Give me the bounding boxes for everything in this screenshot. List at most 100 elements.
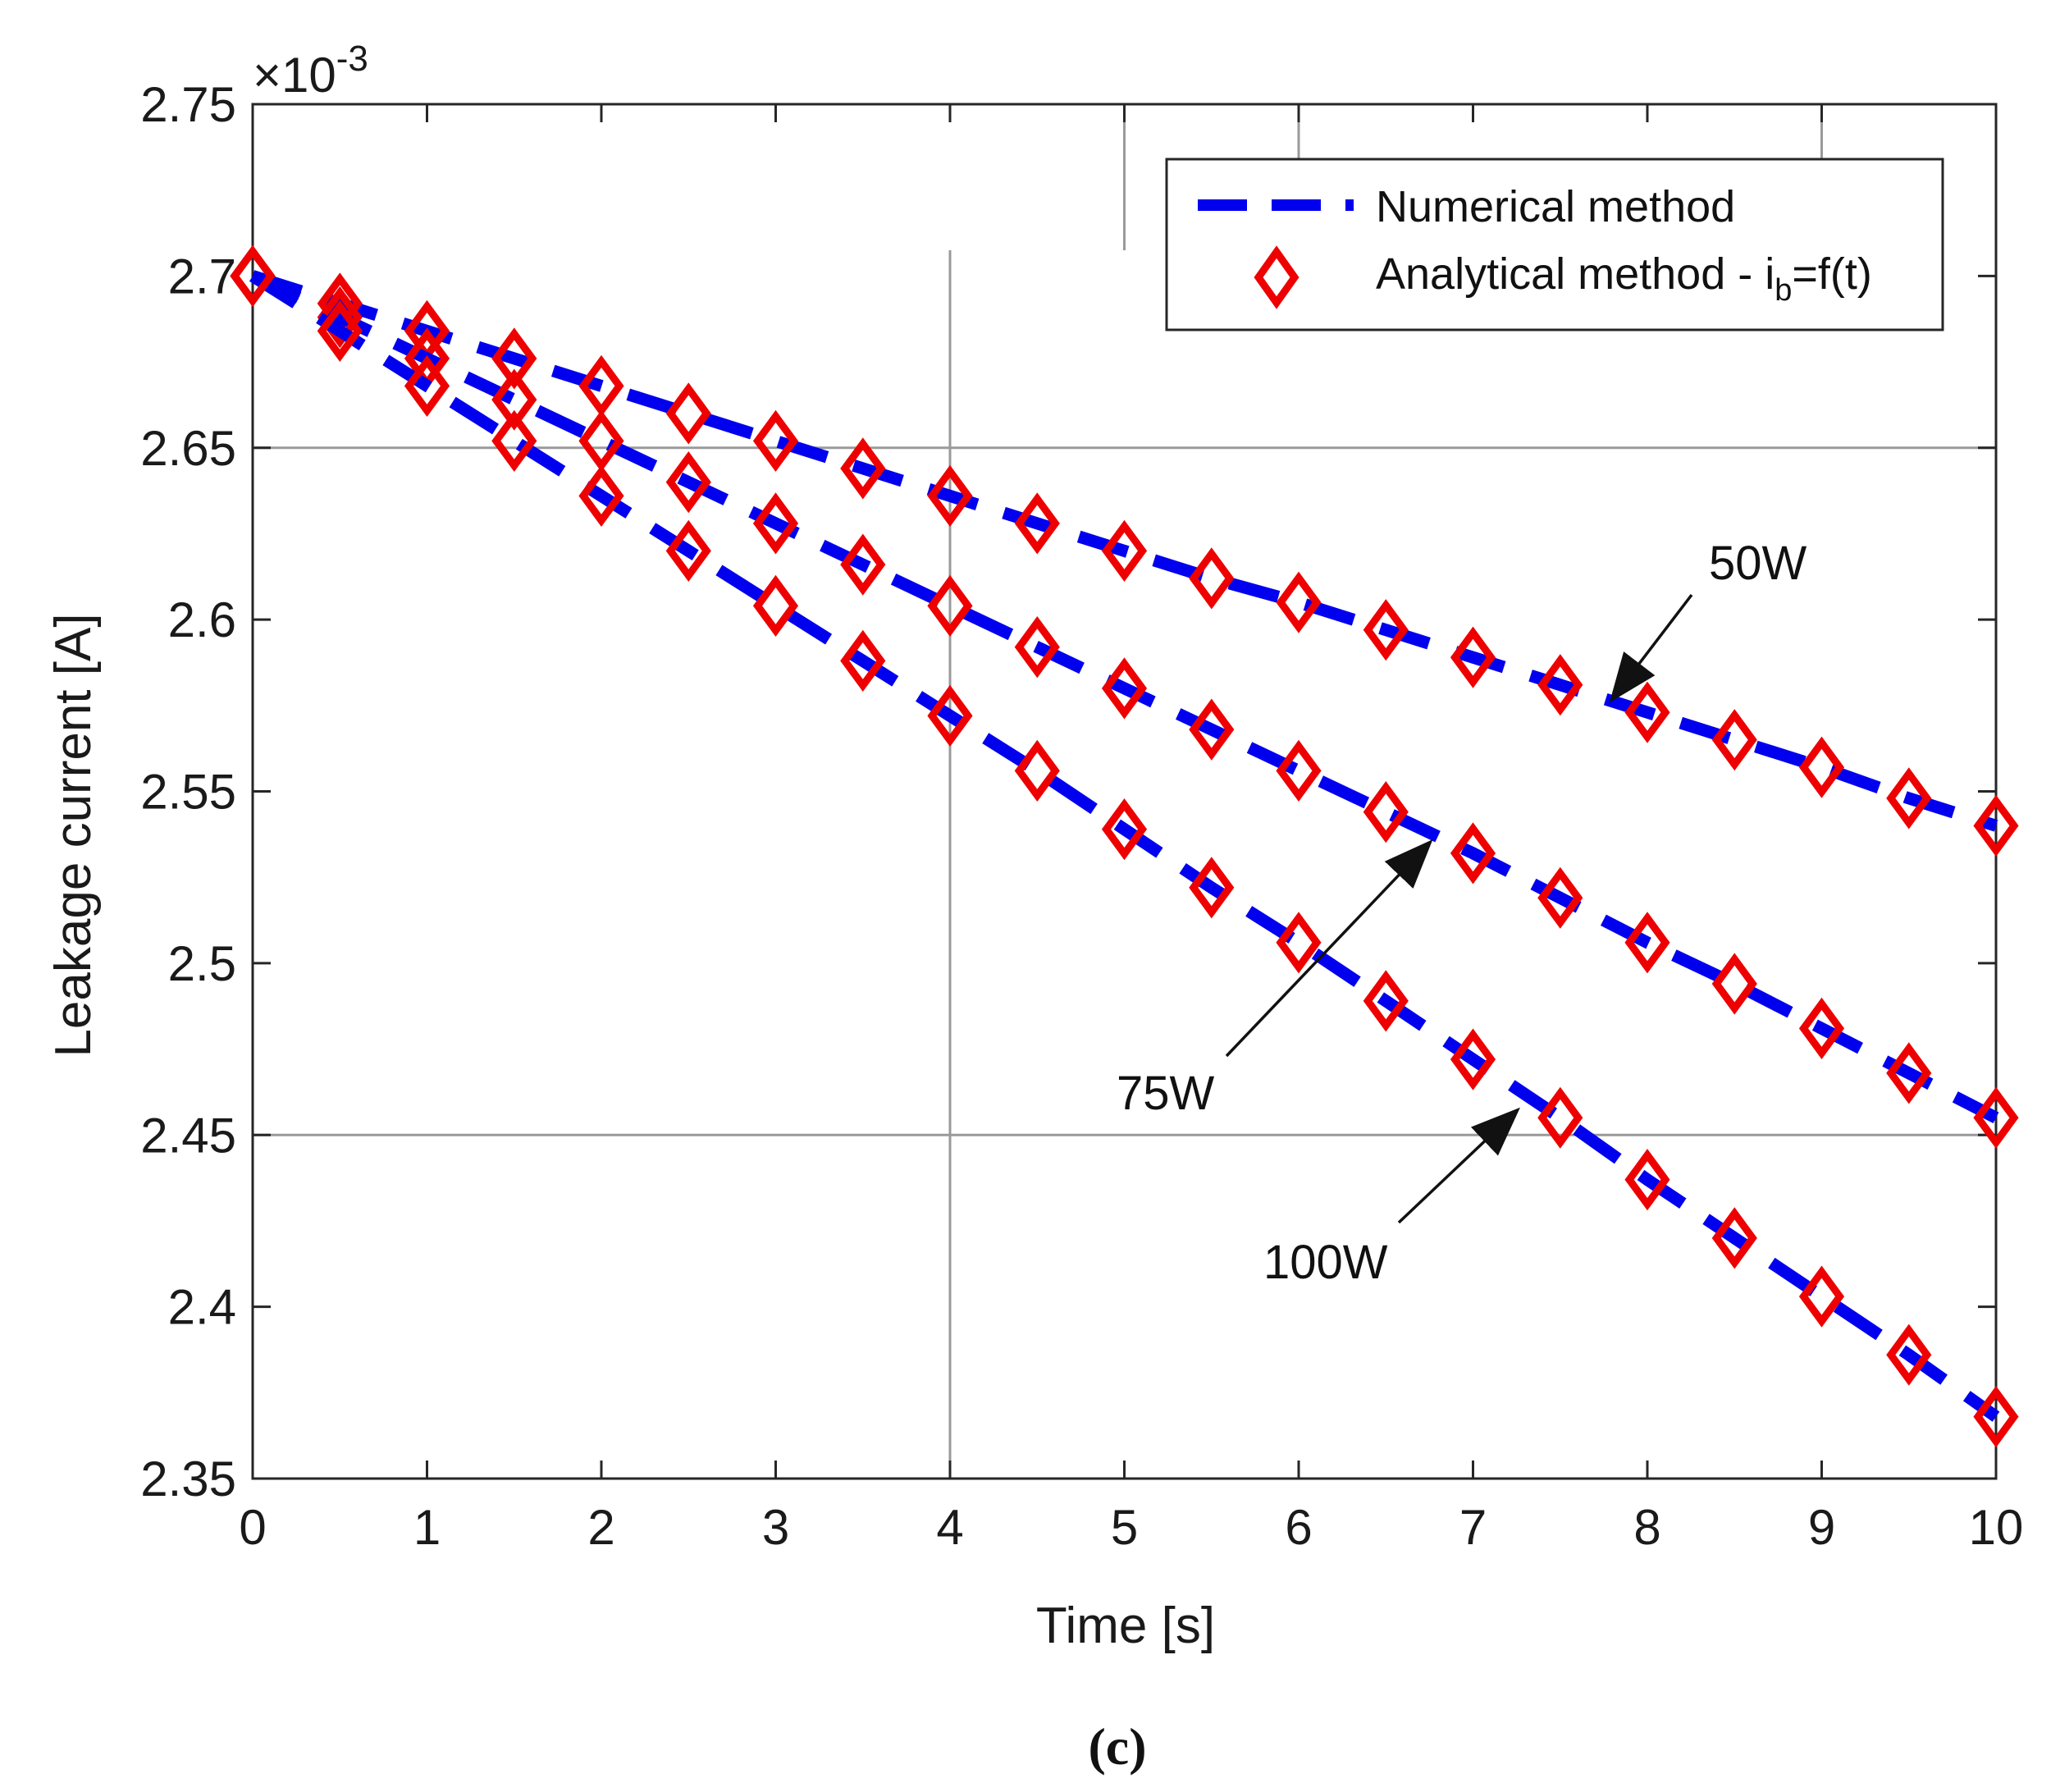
- y-tick-label: 2.7: [168, 249, 236, 304]
- analytical-marker-50W: [491, 327, 537, 390]
- analytical-marker-100W: [665, 519, 711, 583]
- legend-analytical-swatch: [1254, 245, 1299, 309]
- analytical-marker-50W: [665, 382, 711, 445]
- analytical-marker-50W: [1798, 736, 1845, 798]
- x-tick-label: 10: [1969, 1500, 2024, 1555]
- analytical-marker-75W: [927, 574, 973, 638]
- series-layer: [230, 245, 2019, 1448]
- analytical-marker-75W: [1973, 1086, 2019, 1149]
- analytical-marker-50W: [1973, 794, 2019, 857]
- series-50W: [230, 245, 2019, 857]
- analytical-marker-50W: [1450, 626, 1496, 688]
- annotation-label-100W: 100W: [1263, 1236, 1388, 1289]
- analytical-marker-75W: [1363, 780, 1409, 843]
- analytical-marker-75W: [1189, 698, 1235, 761]
- analytical-marker-100W: [927, 684, 973, 747]
- x-tick-label: 2: [587, 1500, 614, 1555]
- y-tick-label: 2.6: [168, 592, 236, 647]
- analytical-marker-100W: [1973, 1385, 2019, 1448]
- figure-caption: (c): [1088, 1717, 1146, 1776]
- x-tick-label: 0: [239, 1500, 266, 1555]
- legend: Numerical method Analytical method - ib=…: [1165, 158, 1944, 331]
- analytical-marker-50W: [1101, 519, 1148, 583]
- analytical-marker-100W: [1711, 1207, 1757, 1269]
- numerical-line-75W: [249, 270, 1999, 1123]
- analytical-marker-75W: [1276, 739, 1322, 802]
- analytical-marker-75W: [752, 492, 799, 555]
- analytical-marker-100W: [317, 299, 363, 363]
- x-tick-label: 5: [1111, 1500, 1138, 1555]
- analytical-marker-75W: [665, 450, 711, 514]
- analytical-marker-100W: [840, 629, 886, 693]
- analytical-marker-100W: [1450, 1028, 1496, 1090]
- analytical-marker-75W: [1886, 1042, 1932, 1104]
- x-tick-label: 8: [1633, 1500, 1660, 1555]
- analytical-marker-100W: [1537, 1086, 1583, 1149]
- x-tick-label: 6: [1285, 1500, 1312, 1555]
- x-tick-label: 9: [1808, 1500, 1835, 1555]
- annotation-label-50W: 50W: [1709, 537, 1807, 590]
- analytical-marker-100W: [1798, 1265, 1845, 1328]
- y-tick-label: 2.55: [140, 765, 236, 820]
- analytical-marker-50W: [1624, 681, 1670, 743]
- y-scale-factor-label: ×10-3: [253, 39, 368, 103]
- y-axis-title: Leakage current [A]: [45, 613, 102, 1057]
- y-tick-label: 2.4: [168, 1280, 236, 1335]
- analytical-marker-100W: [1101, 798, 1148, 861]
- grid-layer: [253, 104, 1996, 1479]
- analytical-marker-50W: [1276, 571, 1322, 633]
- annotation-label-75W: 75W: [1117, 1067, 1215, 1120]
- analytical-marker-50W: [1014, 492, 1060, 555]
- analytical-marker-100W: [404, 354, 450, 418]
- annotation-arrow-100W: [1397, 1107, 1520, 1224]
- y-tick-label: 2.35: [140, 1451, 236, 1506]
- numerical-line-100W: [249, 271, 2000, 1422]
- analytical-marker-100W: [1189, 857, 1235, 919]
- analytical-marker-50W: [1363, 599, 1409, 661]
- x-tick-label: 3: [762, 1500, 789, 1555]
- analytical-marker-75W: [1624, 912, 1670, 974]
- analytical-marker-75W: [840, 533, 886, 596]
- y-tick-label: 2.65: [140, 421, 236, 476]
- annotation-layer: 50W 75W 100W: [1117, 537, 1807, 1289]
- analytical-marker-100W: [230, 245, 276, 308]
- analytical-marker-100W: [1014, 739, 1060, 802]
- series-75W: [230, 245, 2019, 1149]
- y-tick-label: 2.45: [140, 1108, 236, 1163]
- analytical-marker-75W: [1798, 997, 1845, 1060]
- x-tick-label: 4: [936, 1500, 963, 1555]
- legend-numerical-label: Numerical method: [1376, 182, 1735, 231]
- annotation-arrow-50W: [1609, 593, 1693, 703]
- series-100W: [230, 245, 2019, 1448]
- analytical-marker-100W: [578, 464, 624, 528]
- analytical-marker-75W: [1014, 615, 1060, 679]
- analytical-marker-75W: [317, 286, 363, 349]
- analytical-marker-75W: [1537, 866, 1583, 929]
- y-tick-label: 2.75: [140, 77, 236, 132]
- x-tick-label: 1: [413, 1500, 441, 1555]
- ticks-layer: 0 1 2 3 4 5 6 7 8 9 10 2.35 2.4 2.45 2.5 2.55 2.6 2.65 2.7…: [140, 77, 2023, 1555]
- annotation-arrow-75W: [1225, 839, 1433, 1058]
- analytical-marker-50W: [1537, 654, 1583, 716]
- analytical-marker-50W: [840, 437, 886, 500]
- analytical-marker-100W: [1624, 1149, 1670, 1211]
- numerical-line-50W: [250, 270, 1998, 832]
- analytical-marker-50W: [1886, 767, 1932, 830]
- legend-box: [1165, 158, 1944, 331]
- analytical-marker-100W: [752, 574, 799, 638]
- analytical-marker-50W: [752, 409, 799, 473]
- analytical-marker-75W: [1450, 822, 1496, 885]
- analytical-marker-50W: [927, 464, 973, 528]
- analytical-marker-100W: [1886, 1323, 1932, 1386]
- analytical-marker-50W: [1189, 547, 1235, 610]
- legend-analytical-label: Analytical method - ib=f(t): [1376, 249, 1872, 308]
- x-axis-title: Time [s]: [1036, 1598, 1215, 1654]
- analytical-marker-100W: [1363, 970, 1409, 1032]
- analytical-marker-100W: [1276, 912, 1322, 974]
- x-tick-label: 7: [1459, 1500, 1487, 1555]
- analytical-marker-100W: [491, 409, 537, 473]
- analytical-marker-75W: [491, 368, 537, 431]
- analytical-marker-50W: [1711, 709, 1757, 771]
